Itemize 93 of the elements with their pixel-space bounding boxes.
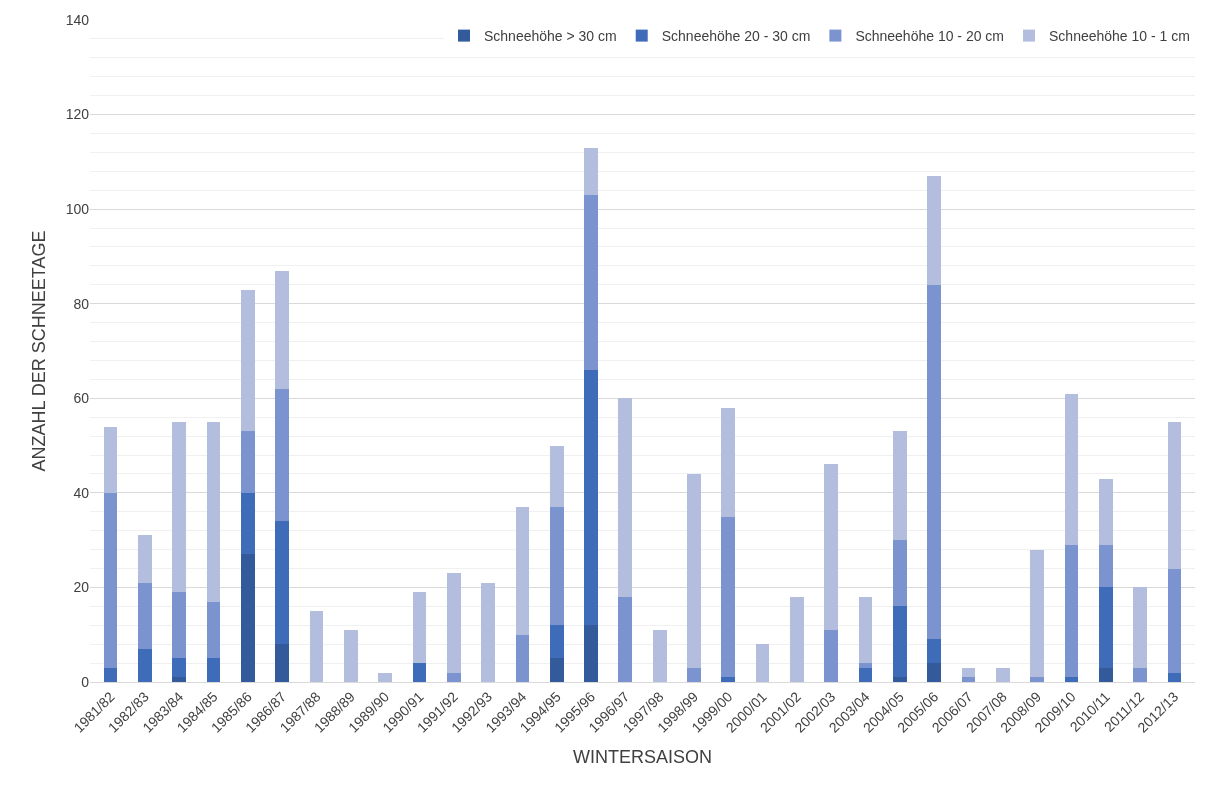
bar xyxy=(446,672,461,682)
bar xyxy=(240,289,255,432)
bar xyxy=(309,611,324,682)
bar xyxy=(1030,677,1045,682)
bar xyxy=(206,601,221,659)
bar xyxy=(584,369,598,626)
bar xyxy=(343,629,358,682)
bar xyxy=(824,629,839,682)
bar xyxy=(687,667,701,682)
y-tick-label: 120 xyxy=(65,106,90,123)
y-axis-title: ANZAHL DER SCHNEETAGE xyxy=(28,230,49,472)
bar xyxy=(103,426,118,493)
bar xyxy=(1167,421,1182,569)
bar xyxy=(412,663,427,682)
bar xyxy=(515,507,530,635)
bar xyxy=(893,431,907,541)
bar xyxy=(1064,393,1079,545)
x-axis-title: WINTERSAISON xyxy=(572,746,713,767)
bar xyxy=(172,592,187,659)
bar xyxy=(172,658,187,678)
bar xyxy=(412,592,427,664)
bar xyxy=(1098,544,1113,588)
bar xyxy=(1030,549,1045,678)
y-tick-label: 80 xyxy=(73,295,90,312)
bar xyxy=(927,284,942,640)
bar xyxy=(927,176,942,285)
bar xyxy=(961,667,976,678)
bar xyxy=(172,677,187,682)
bar xyxy=(1098,478,1113,545)
legend-label: Schneehöhe > 30 cm xyxy=(484,28,617,45)
bar xyxy=(378,672,392,682)
legend-label: Schneehöhe 10 - 1 cm xyxy=(1049,28,1190,45)
bar xyxy=(549,625,564,659)
legend-label: Schneehöhe 10 - 20 cm xyxy=(855,28,1005,45)
bar xyxy=(858,667,873,682)
bar xyxy=(893,540,907,607)
bar xyxy=(138,648,152,682)
bar xyxy=(172,421,187,593)
bar xyxy=(858,663,873,668)
bar xyxy=(584,625,598,682)
bar xyxy=(790,596,804,682)
bar xyxy=(275,644,290,682)
bar xyxy=(240,431,255,493)
bar xyxy=(515,634,530,682)
bar xyxy=(618,398,633,597)
y-tick-label: 0 xyxy=(81,673,90,690)
bar xyxy=(893,677,907,682)
bar xyxy=(275,270,290,389)
bar xyxy=(275,521,290,645)
bar xyxy=(275,388,290,522)
bar xyxy=(1098,587,1113,668)
bar xyxy=(755,644,770,682)
bar xyxy=(240,492,255,555)
bar xyxy=(138,582,152,649)
bar xyxy=(446,573,461,673)
y-tick-label: 100 xyxy=(65,201,90,218)
y-tick-label: 20 xyxy=(73,579,90,596)
bar xyxy=(584,147,598,195)
bar xyxy=(1167,568,1182,673)
bar xyxy=(687,473,701,668)
bar xyxy=(721,407,736,517)
bar xyxy=(584,194,598,370)
bar xyxy=(103,667,118,682)
bar xyxy=(927,639,942,664)
bar xyxy=(138,535,152,583)
bar xyxy=(240,554,255,682)
bar xyxy=(549,658,564,682)
bar xyxy=(549,445,564,508)
bar xyxy=(652,629,667,682)
bar xyxy=(721,677,736,682)
bar xyxy=(1133,587,1147,668)
bar xyxy=(618,596,633,682)
bar xyxy=(1064,677,1079,682)
bar xyxy=(961,677,976,682)
bar xyxy=(206,421,221,602)
bar xyxy=(103,492,118,668)
bar xyxy=(858,596,873,664)
bar xyxy=(893,606,907,678)
bar xyxy=(721,516,736,678)
bar xyxy=(1064,544,1079,678)
bar xyxy=(1167,672,1182,682)
bar xyxy=(481,582,495,682)
legend-label: Schneehöhe 20 - 30 cm xyxy=(661,28,811,45)
bar xyxy=(1133,667,1147,682)
bar xyxy=(927,663,942,682)
bar xyxy=(995,667,1010,682)
y-tick-label: 60 xyxy=(73,390,90,407)
y-tick-label: 140 xyxy=(65,11,90,28)
bar xyxy=(1098,667,1113,682)
y-tick-label: 40 xyxy=(73,484,90,501)
bar xyxy=(824,464,839,630)
bar xyxy=(549,507,564,626)
bar xyxy=(206,658,221,682)
